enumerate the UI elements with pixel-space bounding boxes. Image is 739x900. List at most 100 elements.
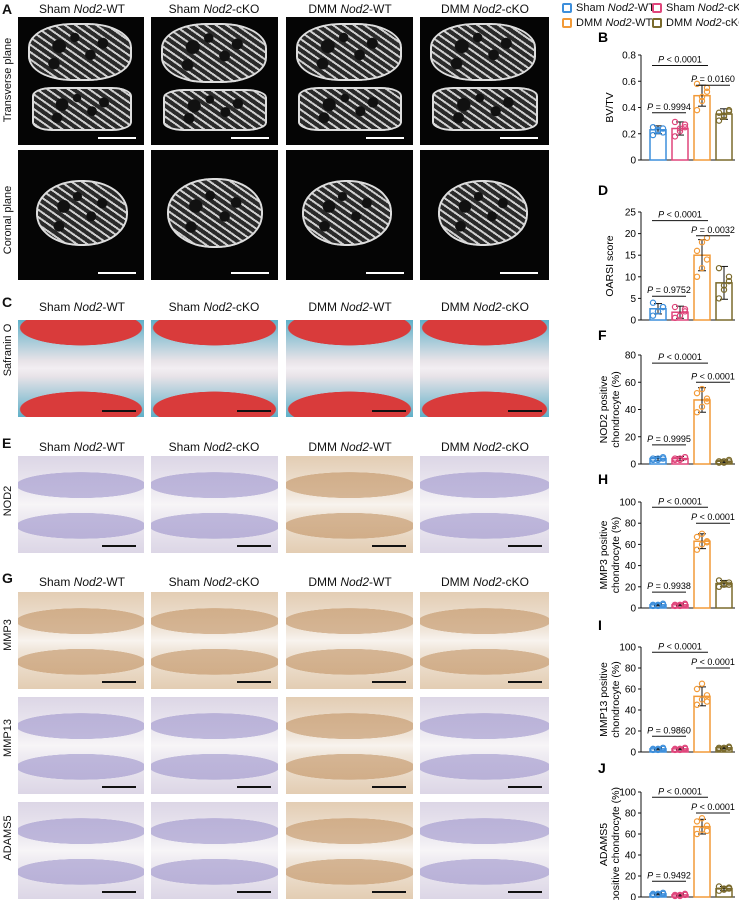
row-label-coronal: Coronal plane [2, 185, 14, 255]
ihc-title-dmm-wt: DMM Nod2-WT [308, 575, 392, 589]
chart-d-pvalue-label: P < 0.0001 [658, 210, 702, 220]
safranin-image-sham-wt [18, 320, 144, 417]
chart-i-point [715, 744, 723, 752]
chart-f-point [676, 455, 684, 462]
chart-j-point [676, 892, 684, 900]
chart-b-point [671, 118, 679, 126]
chart-f-pvalue-label: P < 0.0001 [691, 371, 735, 381]
chart-j-bar-sham-cko [671, 894, 689, 898]
chart-h-point [659, 601, 667, 609]
chart-f-pvalue-label: P < 0.0001 [658, 352, 702, 362]
microct-coronal-sham-wt [18, 150, 144, 280]
chart-i-tick-label: 20 [625, 727, 637, 738]
nod2-image-dmm-wt [286, 456, 413, 553]
nod2-title-sham-wt: Sham Nod2-WT [38, 440, 126, 454]
chart-f-point [693, 409, 701, 416]
chart-h-ylabel-line2: chondrocyte (%) [610, 517, 622, 593]
chart-f-bar-dmm-wt [693, 399, 711, 465]
chart-d-point [676, 312, 684, 319]
chart-j-tick-label: 60 [625, 830, 637, 841]
chart-i-point [703, 698, 711, 705]
chart-d-point [725, 277, 733, 285]
chart-d-tick-label: 15 [625, 251, 637, 262]
safranin-title-dmm-wt: DMM Nod2-WT [308, 300, 392, 314]
chart-b-bar-sham-wt [649, 129, 667, 161]
chart-b-point [720, 113, 728, 120]
chart-d-point [698, 239, 706, 246]
chart-h-point [725, 579, 733, 586]
chart-b-point [725, 108, 733, 115]
nod2-title-sham-cko: Sham Nod2-cKO [168, 440, 260, 454]
legend-swatch-sham-cko [652, 3, 662, 13]
chart-h-point [676, 602, 684, 610]
chart-f-tick-label: 60 [625, 378, 637, 389]
chart-j-point [693, 818, 701, 825]
chart-f-point [703, 395, 711, 402]
chart-d-ylabel: OARSI score [604, 235, 616, 296]
chart-b-tick-label: 0.4 [622, 103, 636, 114]
chart-j-tick-label: 80 [625, 809, 637, 820]
chart-h-point [659, 600, 667, 607]
chart-i-point [654, 746, 662, 754]
chart-h-pvalue-label: P < 0.0001 [691, 512, 735, 522]
chart-j-ylabel-line2: positive chondrocyte (%) [610, 787, 622, 900]
chart-b-point [671, 133, 679, 140]
chart-j-pvalue-label: P = 0.9492 [647, 870, 691, 880]
chart-j-point [681, 891, 689, 899]
chart-i-tick-label: 0 [630, 748, 636, 759]
adams5-image-sham-wt [18, 802, 144, 899]
legend-sham-wt: Sham Nod2-WT [562, 2, 655, 14]
chart-f-pvalue-label: P = 0.9995 [647, 434, 691, 444]
chart-d-point [703, 234, 711, 242]
chart-i-point [649, 745, 657, 753]
chart-f-point [720, 458, 728, 465]
mmp3-image-sham-wt [18, 592, 144, 689]
chart-i-pvalue-label: P < 0.0001 [658, 641, 702, 651]
chart-j-point [671, 892, 679, 900]
chart-j-point [725, 884, 733, 891]
chart-d-point [720, 282, 728, 289]
chart-b-point [715, 109, 723, 116]
chart-i-point [681, 745, 689, 753]
row-label-nod2: NOD2 [2, 485, 14, 517]
chart-j-point [703, 822, 711, 829]
chart-h-point [671, 602, 679, 610]
chart-h-point [649, 602, 657, 610]
chart-d-tick-label: 5 [630, 294, 636, 305]
row-label-mmp13: MMP13 [2, 719, 14, 757]
chart-i-point [681, 744, 689, 752]
chart-f-point [725, 458, 733, 465]
chart-h-pvalue-label: P = 0.9938 [647, 581, 691, 591]
chart-b-point [720, 112, 728, 119]
adams5-image-dmm-cko [420, 802, 549, 899]
chart-d-pvalue-label: P = 0.0032 [691, 225, 735, 235]
chart-d-bar-sham-cko [671, 311, 689, 321]
legend-swatch-sham-wt [562, 3, 572, 13]
chart-h-point [693, 533, 701, 541]
microct-transverse-sham-wt [18, 17, 144, 145]
nod2-image-sham-cko [151, 456, 278, 553]
chart-i-point [693, 701, 701, 708]
col-title-sham-wt: Sham Nod2-WT [38, 2, 126, 16]
chart-j-point [703, 827, 711, 835]
chart-h-bar-sham-wt [649, 604, 667, 609]
chart-j-point [698, 826, 706, 834]
chart-i-point [693, 685, 701, 693]
legend-swatch-dmm-wt [562, 18, 572, 28]
chart-b-tick-label: 0.8 [622, 51, 636, 62]
chart-b-point [654, 126, 662, 134]
chart-j-point [654, 891, 662, 899]
chart-b-tick-label: 0.2 [622, 129, 636, 140]
chart-h-tick-label: 60 [625, 540, 637, 551]
chart-h-tick-label: 20 [625, 582, 637, 593]
chart-b-point [654, 127, 662, 135]
chart-f-point [703, 398, 711, 405]
chart-h-point [676, 601, 684, 609]
chart-i-point [720, 744, 728, 752]
chart-f-point [659, 455, 667, 462]
chart-h-tick-label: 100 [619, 498, 636, 509]
chart-d-point [649, 299, 657, 306]
chart-h-point [671, 601, 679, 609]
chart-f-point [720, 459, 728, 466]
adams5-image-sham-cko [151, 802, 278, 899]
